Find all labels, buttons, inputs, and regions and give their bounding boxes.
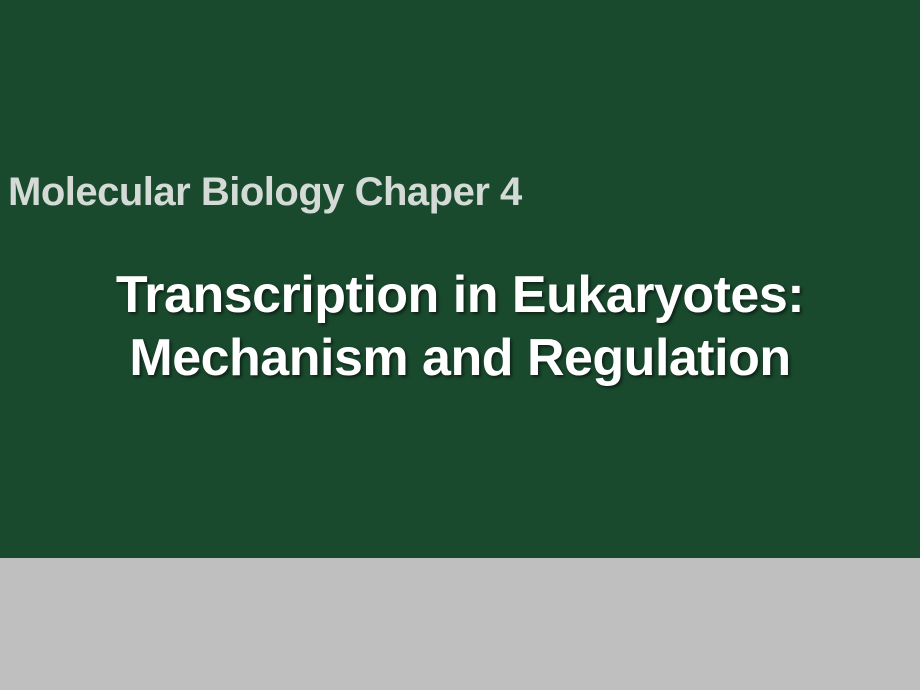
bottom-color-band	[0, 558, 920, 690]
title-line-1: Transcription in Eukaryotes:	[116, 266, 804, 324]
title-line-2: Mechanism and Regulation	[129, 329, 790, 387]
presentation-slide: Molecular Biology Chaper 4 Transcription…	[0, 0, 920, 690]
slide-title: Transcription in Eukaryotes: Mechanism a…	[0, 264, 920, 391]
chapter-heading: Molecular Biology Chaper 4	[8, 170, 522, 215]
